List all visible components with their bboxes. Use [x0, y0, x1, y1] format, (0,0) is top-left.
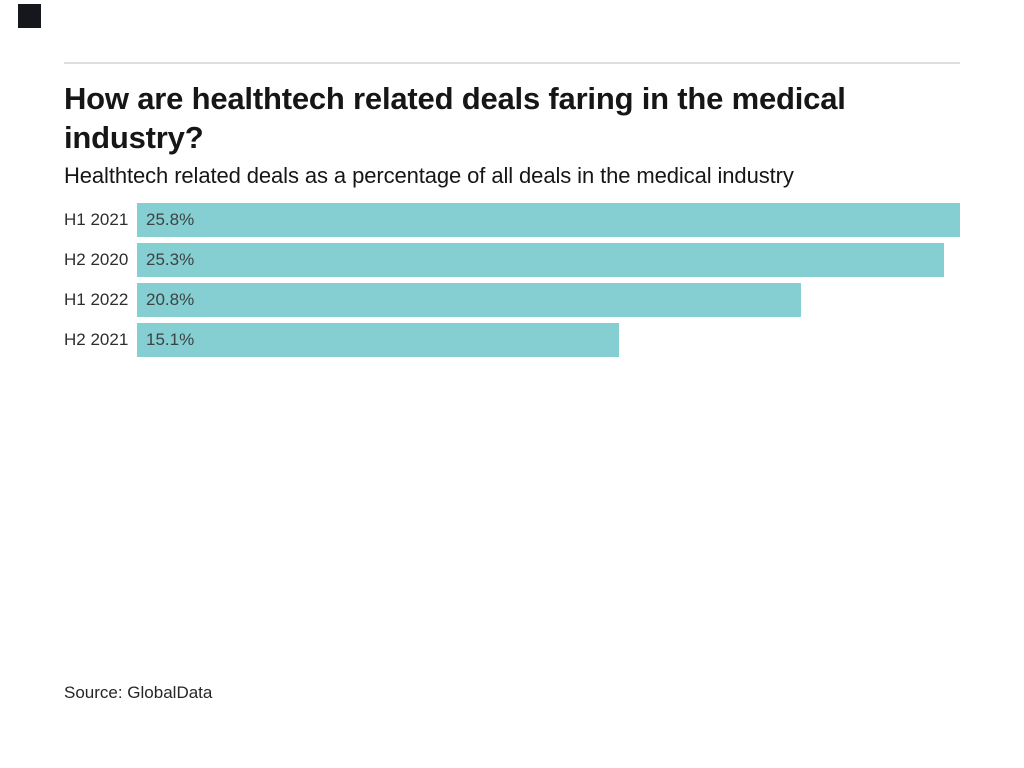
bar: 25.8% — [137, 203, 960, 237]
bar-category-label: H2 2021 — [64, 330, 129, 349]
bar: 25.3% — [137, 243, 945, 277]
bar-track: 15.1% — [137, 323, 960, 357]
page-title: How are healthtech related deals faring … — [64, 79, 964, 157]
top-divider-rule — [64, 62, 960, 64]
bar: 15.1% — [137, 323, 619, 357]
page-title-line-2: industry? — [64, 120, 204, 155]
bar-chart: H1 2021 25.8% H2 2020 25.3% H1 2022 20.8% H2 2… — [64, 203, 960, 363]
bar-value-label: 25.3% — [146, 250, 195, 269]
bar-category-label: H1 2022 — [64, 290, 129, 309]
site-logo — [18, 4, 41, 28]
bar-row: H2 2020 25.3% — [64, 243, 960, 277]
source-attribution: Source: GlobalData — [64, 683, 213, 702]
chart-subtitle: Healthtech related deals as a percentage… — [64, 163, 794, 188]
bar-category-label: H2 2020 — [64, 250, 129, 269]
bar: 20.8% — [137, 283, 801, 317]
bar-track: 25.8% — [137, 203, 960, 237]
bar-track: 25.3% — [137, 243, 960, 277]
bar-value-label: 15.1% — [146, 330, 195, 349]
page-title-line-1: How are healthtech related deals faring … — [64, 81, 846, 116]
bar-track: 20.8% — [137, 283, 960, 317]
bar-row: H1 2022 20.8% — [64, 283, 960, 317]
bar-value-label: 20.8% — [146, 290, 195, 309]
bar-row: H2 2021 15.1% — [64, 323, 960, 357]
bar-row: H1 2021 25.8% — [64, 203, 960, 237]
bar-value-label: 25.8% — [146, 210, 195, 229]
bar-category-label: H1 2021 — [64, 210, 129, 229]
